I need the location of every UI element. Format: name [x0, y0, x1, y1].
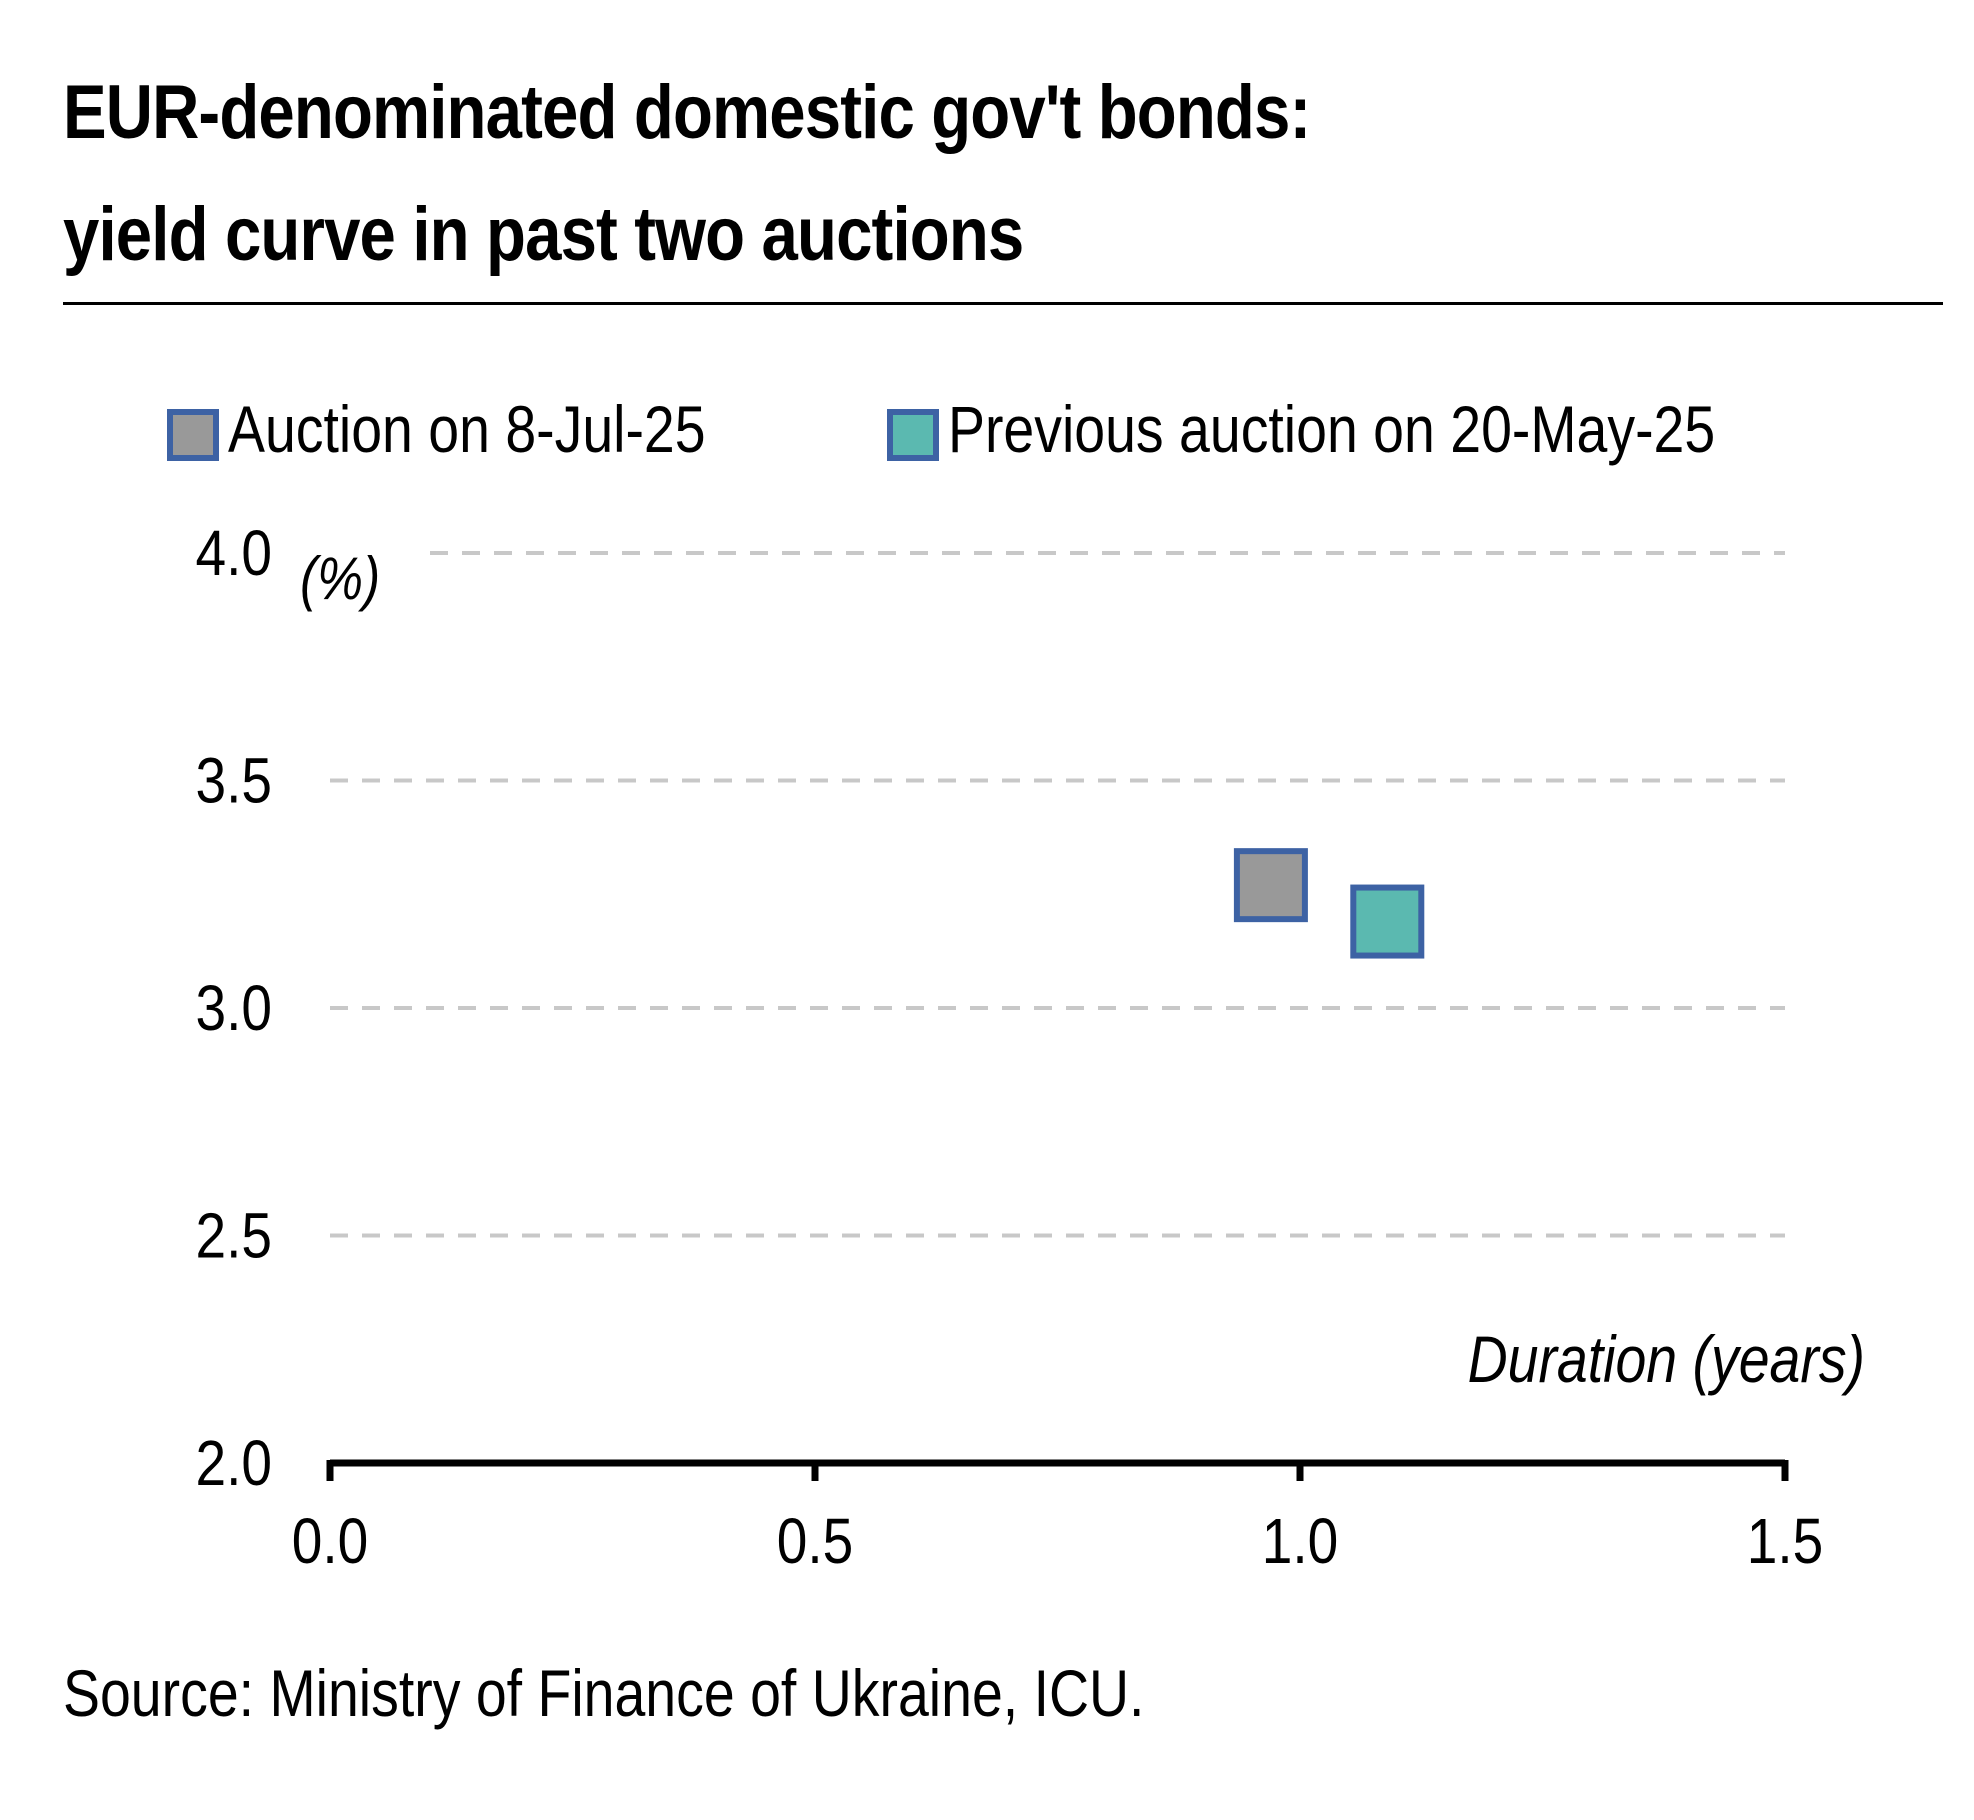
x-axis: 0.0 0.5 1.0 1.5	[292, 1459, 1823, 1577]
y-tick-label: 3.5	[196, 745, 272, 817]
chart-title-line-1: EUR-denominated domestic gov't bonds:	[63, 70, 1311, 155]
data-point	[1350, 884, 1425, 959]
source-note: Source: Ministry of Finance of Ukraine, …	[63, 1656, 1145, 1730]
chart-gridlines	[330, 551, 1785, 1238]
x-axis-label: Duration (years)	[1468, 1322, 1865, 1396]
legend-item: Previous auction on 20-May-25	[887, 392, 1715, 466]
chart-title: EUR-denominated domestic gov't bonds: yi…	[63, 52, 1680, 296]
x-tick-label: 0.0	[292, 1505, 368, 1577]
y-tick-label: 2.5	[196, 1200, 272, 1272]
y-axis-tick-labels: 2.0 2.5 3.0 3.5 4.0	[196, 517, 272, 1499]
legend-item: Auction on 8-Jul-25	[167, 392, 706, 466]
legend-label: Auction on 8-Jul-25	[228, 392, 706, 466]
x-tick-label: 1.0	[1262, 1505, 1338, 1577]
data-point	[1233, 848, 1308, 923]
y-axis-label: (%)	[300, 544, 380, 612]
chart-area: Auction on 8-Jul-25 Previous auction on 2…	[167, 392, 1865, 1577]
chart-title-line-2: yield curve in past two auctions	[63, 192, 1024, 277]
legend-swatch	[887, 409, 939, 461]
title-divider	[63, 302, 1943, 305]
y-tick-label: 4.0	[196, 517, 272, 589]
legend-swatch	[167, 409, 219, 461]
chart-legend: Auction on 8-Jul-25 Previous auction on 2…	[167, 392, 1715, 466]
y-tick-label: 3.0	[196, 972, 272, 1044]
legend-label: Previous auction on 20-May-25	[948, 392, 1715, 466]
chart-points	[1233, 848, 1425, 959]
y-tick-label: 2.0	[196, 1427, 272, 1499]
x-tick-label: 0.5	[777, 1505, 853, 1577]
x-tick-label: 1.5	[1747, 1505, 1823, 1577]
